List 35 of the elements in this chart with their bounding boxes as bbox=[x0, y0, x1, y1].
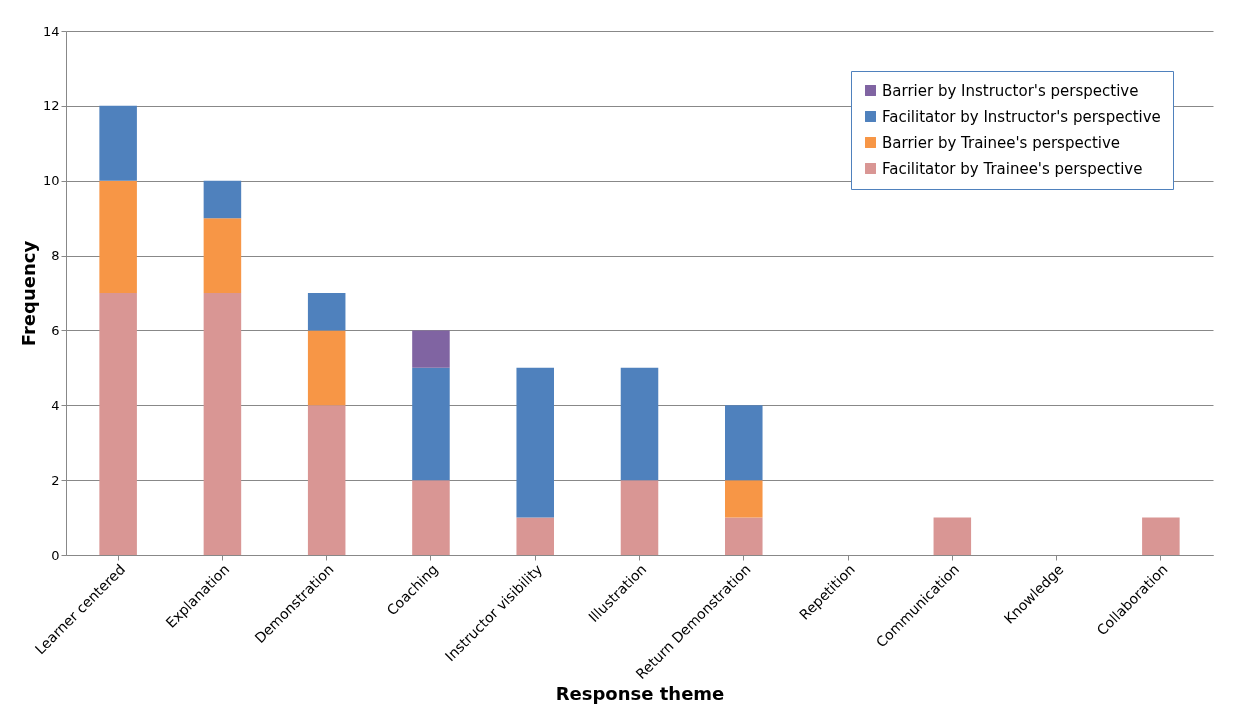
bar bbox=[203, 180, 242, 219]
bar bbox=[1142, 517, 1180, 555]
bar bbox=[933, 517, 972, 555]
y-tick-label: 0 bbox=[51, 547, 60, 563]
bar bbox=[412, 330, 450, 368]
y-tick-label: 14 bbox=[42, 23, 60, 39]
bar bbox=[203, 293, 242, 555]
bar bbox=[412, 480, 450, 555]
bar bbox=[620, 367, 659, 481]
y-tick-label: 6 bbox=[51, 322, 60, 338]
bar bbox=[307, 293, 346, 331]
x-axis-title: Response theme bbox=[555, 683, 725, 705]
y-tick-label: 10 bbox=[42, 173, 60, 189]
bar bbox=[99, 180, 137, 293]
bar bbox=[725, 405, 763, 481]
bar bbox=[307, 330, 346, 406]
bar bbox=[620, 480, 659, 555]
y-tick-label: 4 bbox=[51, 397, 60, 413]
bar bbox=[725, 480, 763, 518]
y-tick-label: 12 bbox=[42, 98, 60, 114]
bar bbox=[725, 517, 763, 555]
legend-label: Barrier by Instructor's perspective bbox=[882, 81, 1139, 100]
bar bbox=[516, 367, 554, 518]
bar bbox=[203, 218, 242, 293]
legend-label: Facilitator by Instructor's perspective bbox=[882, 107, 1161, 126]
bar bbox=[516, 517, 554, 555]
legend-label: Facilitator by Trainee's perspective bbox=[882, 159, 1143, 178]
bar bbox=[99, 293, 137, 555]
y-tick-label: 2 bbox=[51, 472, 60, 488]
legend-label: Barrier by Trainee's perspective bbox=[882, 133, 1121, 152]
bar bbox=[99, 105, 137, 181]
bar bbox=[412, 367, 450, 481]
y-axis-title: Frequency bbox=[17, 240, 39, 347]
y-tick-label: 8 bbox=[51, 248, 60, 264]
bar bbox=[307, 405, 346, 555]
